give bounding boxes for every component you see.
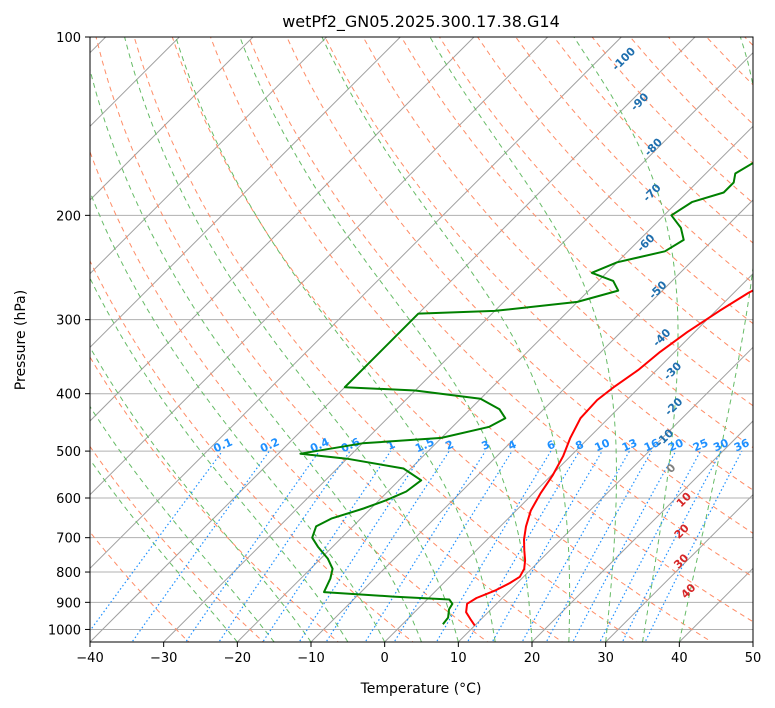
y-tick-label: 700	[56, 532, 81, 547]
mixing-ratio-line	[572, 450, 677, 642]
dry-adiabat	[133, 37, 638, 642]
x-tick-label: 20	[524, 651, 541, 666]
mixing-ratio-label: 10	[593, 436, 613, 454]
mixing-ratio-line	[325, 450, 450, 642]
axes: −40 −30 −20 −10 0 10 20 30 40 50 100 200 300 400 500 60…	[48, 31, 761, 666]
mixing-ratio-line	[218, 450, 351, 642]
mixing-ratio-line	[364, 450, 486, 642]
mixing-ratio-label: 16	[642, 436, 662, 454]
x-tick-label: 30	[597, 651, 614, 666]
dry-adiabat	[210, 37, 753, 623]
dry-adiabat	[171, 37, 713, 642]
dry-adiabat	[324, 37, 753, 491]
mixing-ratio-line	[131, 450, 270, 642]
dry-adiabat	[90, 356, 339, 642]
isotherm-line	[90, 37, 622, 570]
isotherm-line	[384, 272, 753, 642]
y-tick-label: 900	[56, 596, 81, 611]
moist-adiabat	[429, 37, 617, 642]
isotherm-line	[90, 37, 328, 275]
y-tick-label: 800	[56, 566, 81, 581]
y-tick-label: 600	[56, 492, 81, 507]
mixing-ratio-label: 25	[691, 436, 710, 454]
moist-adiabat	[124, 37, 459, 642]
isotherm-line	[90, 37, 549, 496]
chart-title: wetPf2_GN05.2025.300.17.38.G14	[282, 12, 560, 32]
mixing-ratio-line	[599, 450, 702, 642]
mixing-ratio-line	[90, 450, 223, 632]
y-tick-label: 500	[56, 445, 81, 460]
moist-adiabat	[90, 277, 349, 642]
x-tick-label: 50	[745, 651, 762, 666]
temperature-profile	[465, 289, 753, 627]
moist-adiabat	[90, 458, 238, 642]
y-tick-label: 200	[56, 209, 81, 224]
y-tick-label: 1000	[48, 623, 81, 638]
moist-adiabat	[90, 190, 386, 642]
x-tick-label: 10	[450, 651, 467, 666]
dry-adiabat	[90, 531, 190, 642]
dry-adiabat	[477, 37, 753, 325]
mixing-ratio-line	[185, 450, 320, 642]
isotherm-line	[163, 51, 753, 642]
isotherm-line	[90, 37, 254, 201]
x-axis-label: Temperature (°C)	[360, 681, 482, 697]
isotherm-line	[90, 37, 401, 349]
mixing-ratio-label: 36	[732, 436, 752, 454]
x-tick-label: 40	[671, 651, 688, 666]
mixing-ratio-label: 30	[711, 436, 731, 454]
moist-adiabat	[90, 346, 312, 642]
plot-frame	[89, 36, 754, 643]
dry-adiabat	[90, 150, 489, 642]
dewpoint-profile	[299, 161, 753, 625]
dry-adiabat	[90, 259, 414, 642]
moist-adiabat	[175, 37, 496, 642]
moist-adiabat	[90, 405, 275, 642]
isotherm-line	[457, 346, 753, 642]
y-tick-label: 400	[56, 388, 81, 403]
isotherm-line	[236, 125, 753, 642]
moist-adiabat	[90, 67, 422, 642]
x-tick-label: −10	[297, 651, 324, 666]
isotherm-line	[90, 37, 475, 422]
mixing-ratio-line	[466, 450, 580, 642]
mixing-ratio-line	[262, 450, 392, 642]
moist-adiabat	[239, 37, 533, 642]
isotherm-line	[531, 420, 753, 642]
moist-adiabat	[321, 37, 571, 642]
x-tick-label: −40	[76, 651, 103, 666]
dry-adiabat	[362, 37, 753, 449]
mixing-ratio-label: 20	[666, 436, 686, 454]
y-tick-label: 100	[56, 31, 81, 46]
x-tick-label: −20	[224, 651, 251, 666]
mixing-ratio-line	[298, 450, 425, 642]
mixing-ratio-line	[621, 450, 722, 642]
mixing-ratio-label: 13	[620, 436, 639, 454]
dry-adiabat	[95, 37, 564, 642]
mixing-ratio-line	[393, 450, 513, 642]
x-tick-label: 0	[381, 651, 389, 666]
y-tick-label: 300	[56, 314, 81, 329]
isotherm-line	[605, 493, 753, 642]
moist-adiabat	[573, 37, 679, 642]
x-tick-label: −30	[150, 651, 177, 666]
y-axis-label: Pressure (hPa)	[13, 290, 29, 390]
